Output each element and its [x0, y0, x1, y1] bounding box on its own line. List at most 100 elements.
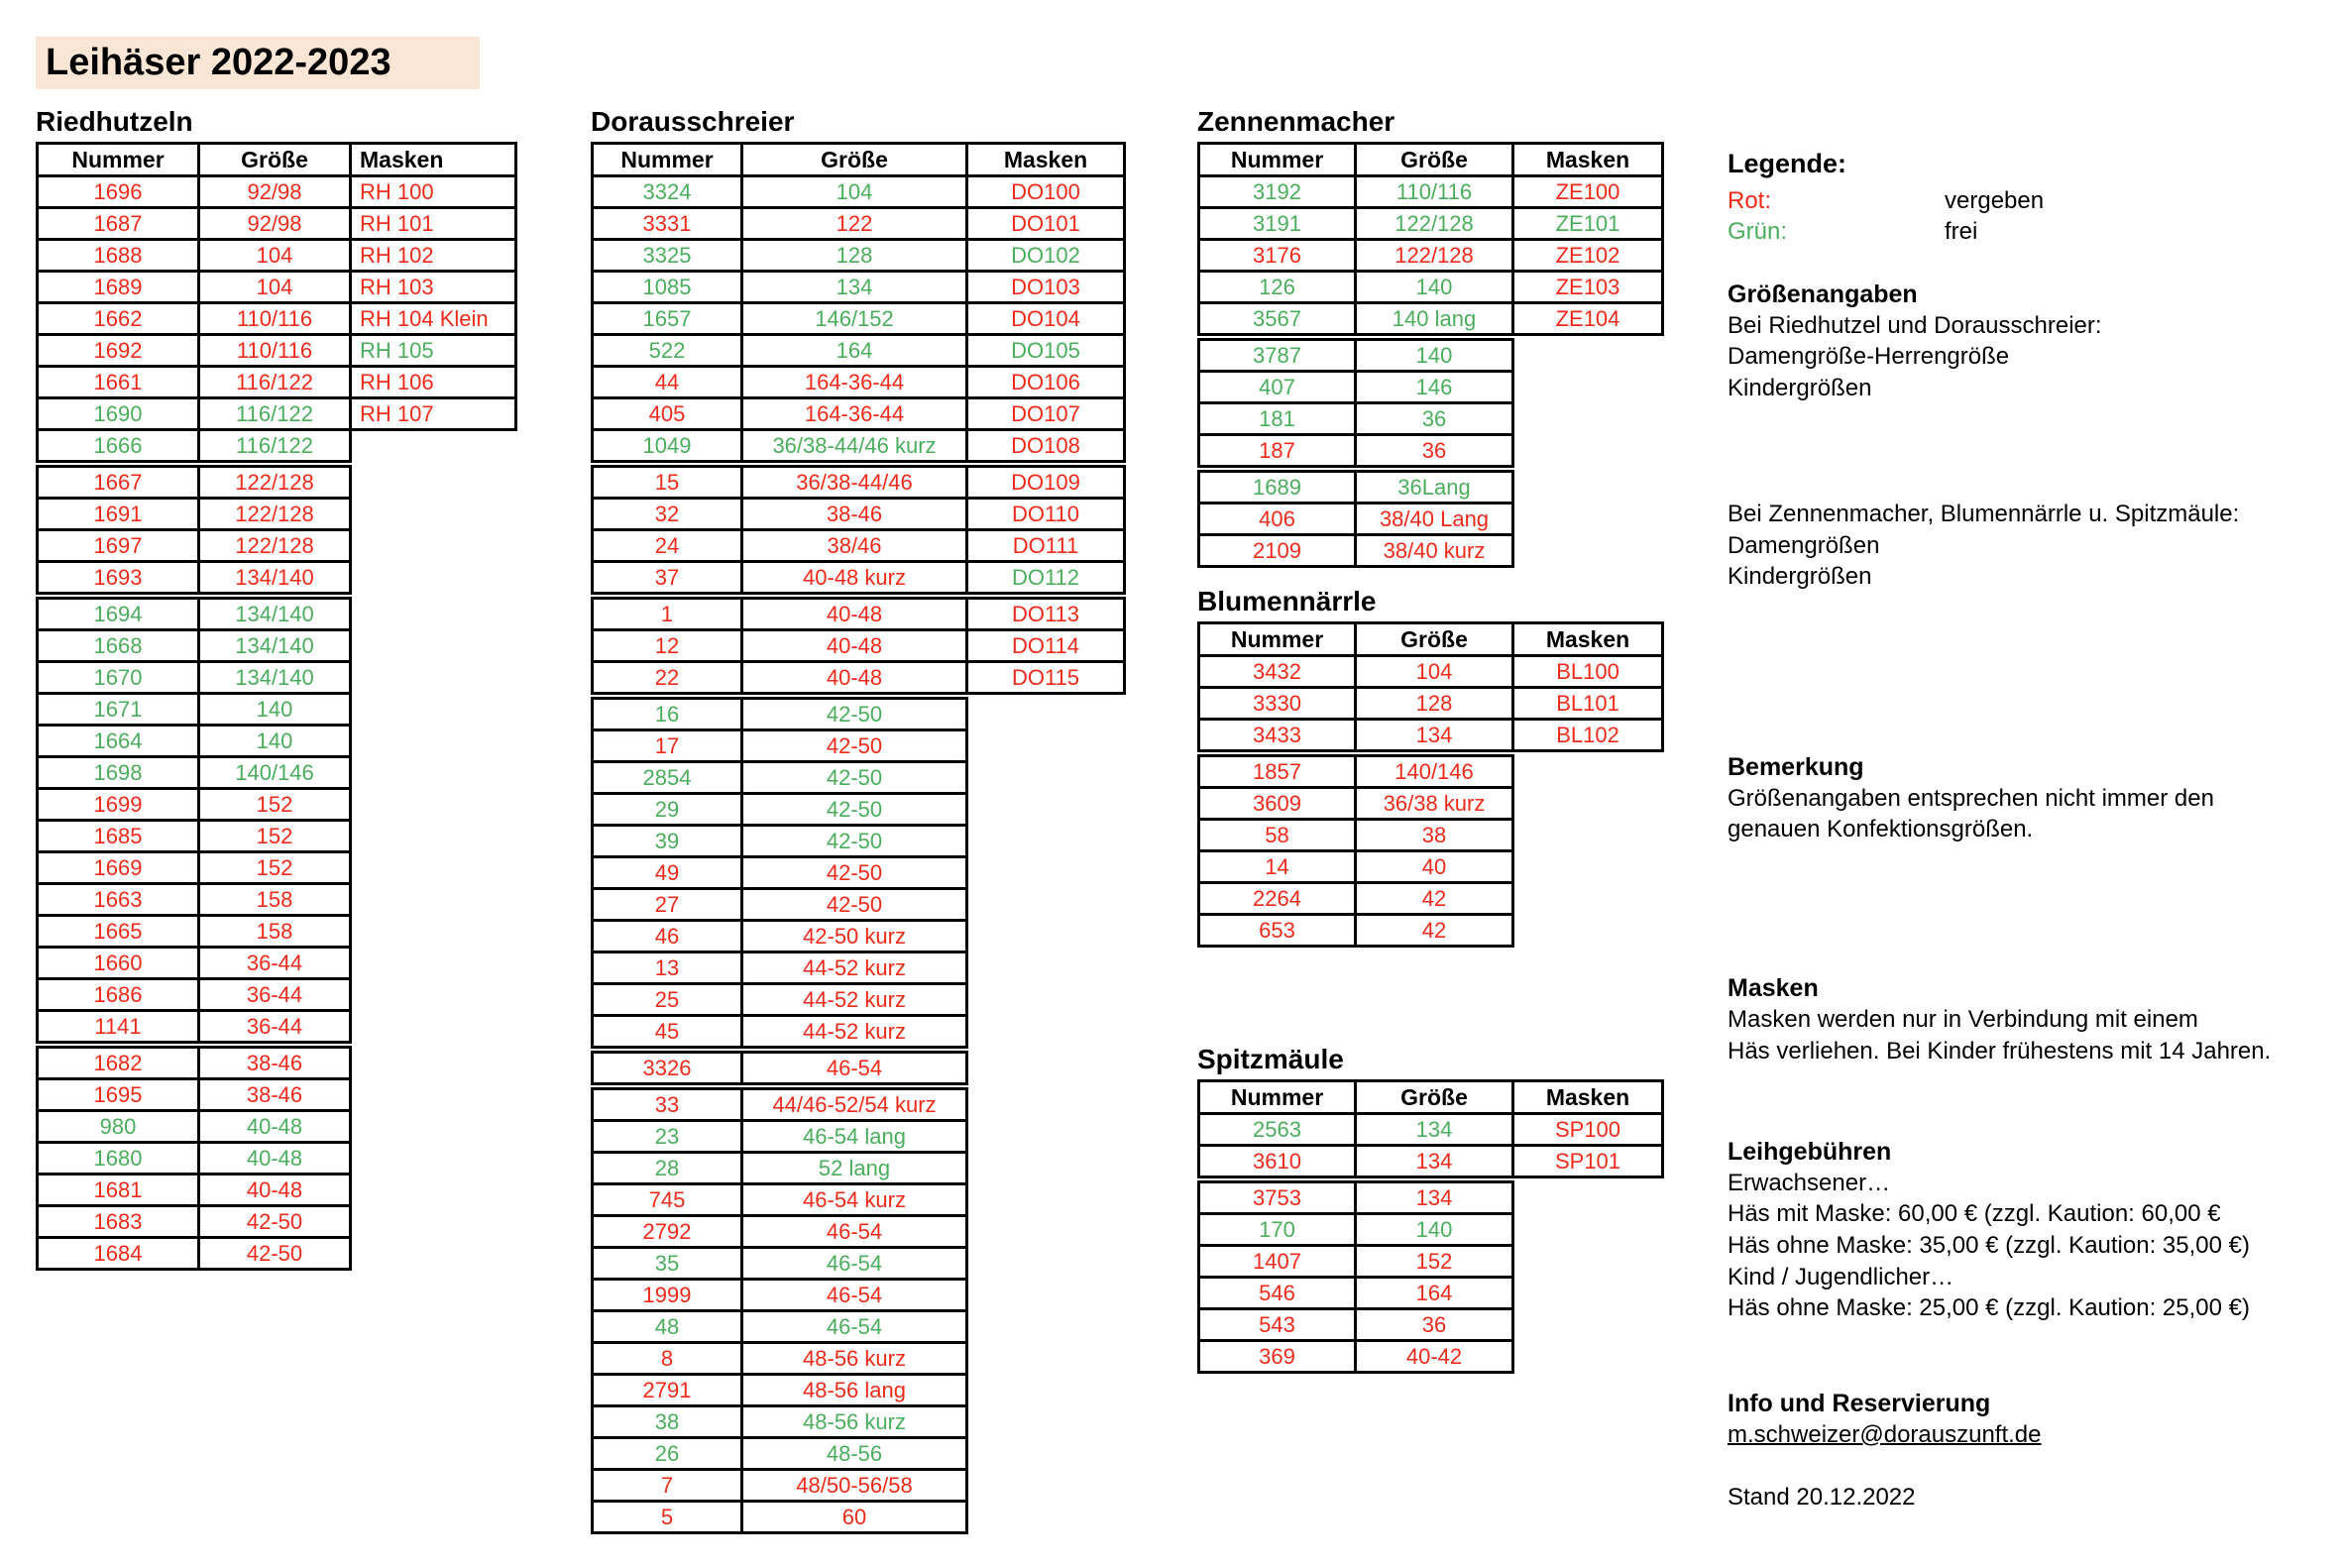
cell-nummer: 1681 [36, 1173, 200, 1207]
cell-nummer: 653 [1197, 913, 1357, 948]
table-row: 2264 42 [1197, 881, 1664, 916]
table-row: 3331 122 DO101 [591, 206, 1126, 241]
cell-groesse: 40-48 [740, 660, 968, 695]
cell-nummer: 1141 [36, 1009, 200, 1044]
cell-groesse: 158 [197, 882, 352, 917]
cell-groesse: 104 [1354, 654, 1514, 689]
cell-groesse: 164-36-44 [740, 396, 968, 431]
table-row: 1670 134/140 [36, 660, 517, 695]
cell-groesse: 140 [1354, 270, 1514, 304]
cell-groesse: 92/98 [197, 174, 352, 209]
table-row: 170 140 [1197, 1212, 1664, 1247]
legend-sizes2-line2: Damengrößen [1728, 532, 1880, 559]
cell-nummer: 2792 [591, 1214, 743, 1249]
cell-nummer: 405 [591, 396, 743, 431]
table-row: 26 48-56 [591, 1436, 1126, 1471]
table-row: 15 36/38-44/46 DO109 [591, 465, 1126, 500]
cell-groesse: 134/140 [197, 628, 352, 663]
cell-masken: DO110 [965, 497, 1126, 531]
cell-nummer: 1696 [36, 174, 200, 209]
table-row: 1695 38-46 [36, 1077, 517, 1112]
cell-groesse: 110/116 [197, 301, 352, 336]
cell-groesse: 116/122 [197, 428, 352, 463]
cell-groesse: 42-50 [740, 697, 968, 731]
cell-groesse: 40-48 [197, 1141, 352, 1176]
cell-groesse: 122/128 [197, 528, 352, 563]
cell-groesse: 40-48 [197, 1109, 352, 1144]
cell-nummer: 2791 [591, 1373, 743, 1407]
header-row: Nummer Größe Masken [1197, 1079, 1664, 1115]
table-row: 2792 46-54 [591, 1214, 1126, 1249]
legend-rot-value: vergeben [1945, 187, 2045, 214]
legend-heading: Legende: [1728, 149, 1847, 178]
legend-masks-line1: Masken werden nur in Verbindung mit eine… [1728, 1006, 2198, 1033]
cell-groesse: 44-52 kurz [740, 982, 968, 1017]
table-row: 3192 110/116 ZE100 [1197, 174, 1664, 209]
table-row: 3326 46-54 [591, 1051, 1126, 1085]
cell-nummer: 1687 [36, 206, 200, 241]
legend-fees-line2: Häs mit Maske: 60,00 € (zzgl. Kaution: 6… [1728, 1200, 2221, 1227]
column-header-masken: Masken [965, 142, 1126, 177]
legend-masks-line2: Häs verliehen. Bei Kinder frühestens mit… [1728, 1038, 2272, 1064]
table-row: 1681 40-48 [36, 1173, 517, 1207]
cell-nummer: 1693 [36, 560, 200, 595]
legend-sizes-heading: Größenangaben [1728, 280, 1918, 308]
table-row: 49 42-50 [591, 855, 1126, 890]
cell-nummer: 1682 [36, 1046, 200, 1080]
table-row: 16 42-50 [591, 697, 1126, 731]
cell-nummer: 3432 [1197, 654, 1357, 689]
table-riedhutzeln: Riedhutzeln Nummer Größe Masken 1696 92/98 RH… [36, 107, 517, 1271]
table-row: 2109 38/40 kurz [1197, 533, 1664, 568]
table-row: 546 164 [1197, 1276, 1664, 1310]
cell-groesse: 38-46 [197, 1046, 352, 1080]
cell-masken: BL100 [1511, 654, 1664, 689]
cell-nummer: 8 [591, 1341, 743, 1376]
cell-nummer: 1691 [36, 497, 200, 531]
legend-row-gruen: Grün: frei [1728, 217, 1977, 247]
cell-groesse: 164 [1354, 1276, 1514, 1310]
table-row: 1694 134/140 [36, 597, 517, 631]
cell-nummer: 15 [591, 465, 743, 500]
header-row: Nummer Größe Masken [591, 142, 1126, 177]
cell-groesse: 42-50 [740, 792, 968, 827]
cell-masken: SP100 [1511, 1112, 1664, 1147]
cell-groesse: 44/46-52/54 kurz [740, 1087, 968, 1122]
cell-masken: ZE104 [1511, 301, 1664, 336]
cell-groesse: 40-48 [740, 628, 968, 663]
cell-groesse: 128 [1354, 686, 1514, 721]
legend-fees-heading: Leihgebühren [1728, 1138, 1892, 1166]
column-header-groesse: Größe [197, 142, 352, 177]
cell-groesse: 116/122 [197, 396, 352, 431]
cell-nummer: 37 [591, 560, 743, 595]
table-row: 181 36 [1197, 401, 1664, 436]
cell-groesse: 40 [1354, 849, 1514, 884]
cell-groesse: 36-44 [197, 977, 352, 1012]
cell-nummer: 1668 [36, 628, 200, 663]
table-row: 27 42-50 [591, 887, 1126, 922]
cell-masken: ZE101 [1511, 206, 1664, 241]
table-row: 3753 134 [1197, 1180, 1664, 1215]
cell-nummer: 24 [591, 528, 743, 563]
table-row: 1693 134/140 [36, 560, 517, 595]
table-row: 126 140 ZE103 [1197, 270, 1664, 304]
table-row: 7 48/50-56/58 [591, 1468, 1126, 1503]
cell-groesse: 38/40 Lang [1354, 502, 1514, 536]
table-row: 3609 36/38 kurz [1197, 786, 1664, 821]
reservation-email-link[interactable]: m.schweizer@dorauszunft.de [1728, 1421, 2042, 1448]
table-row: 1663 158 [36, 882, 517, 917]
cell-groesse: 46-54 lang [740, 1119, 968, 1154]
cell-groesse: 44-52 kurz [740, 951, 968, 985]
cell-groesse: 42-50 kurz [740, 919, 968, 953]
cell-nummer: 546 [1197, 1276, 1357, 1310]
cell-nummer: 1999 [591, 1278, 743, 1312]
cell-nummer: 1049 [591, 428, 743, 463]
cell-nummer: 1689 [36, 270, 200, 304]
column-header-masken: Masken [349, 142, 517, 177]
cell-groesse: 134/140 [197, 560, 352, 595]
cell-groesse: 48-56 kurz [740, 1404, 968, 1439]
cell-masken: DO103 [965, 270, 1126, 304]
cell-nummer: 1685 [36, 819, 200, 853]
column-header-nummer: Nummer [1197, 142, 1357, 177]
table-row: 2791 48-56 lang [591, 1373, 1126, 1407]
cell-groesse: 140 [197, 724, 352, 758]
